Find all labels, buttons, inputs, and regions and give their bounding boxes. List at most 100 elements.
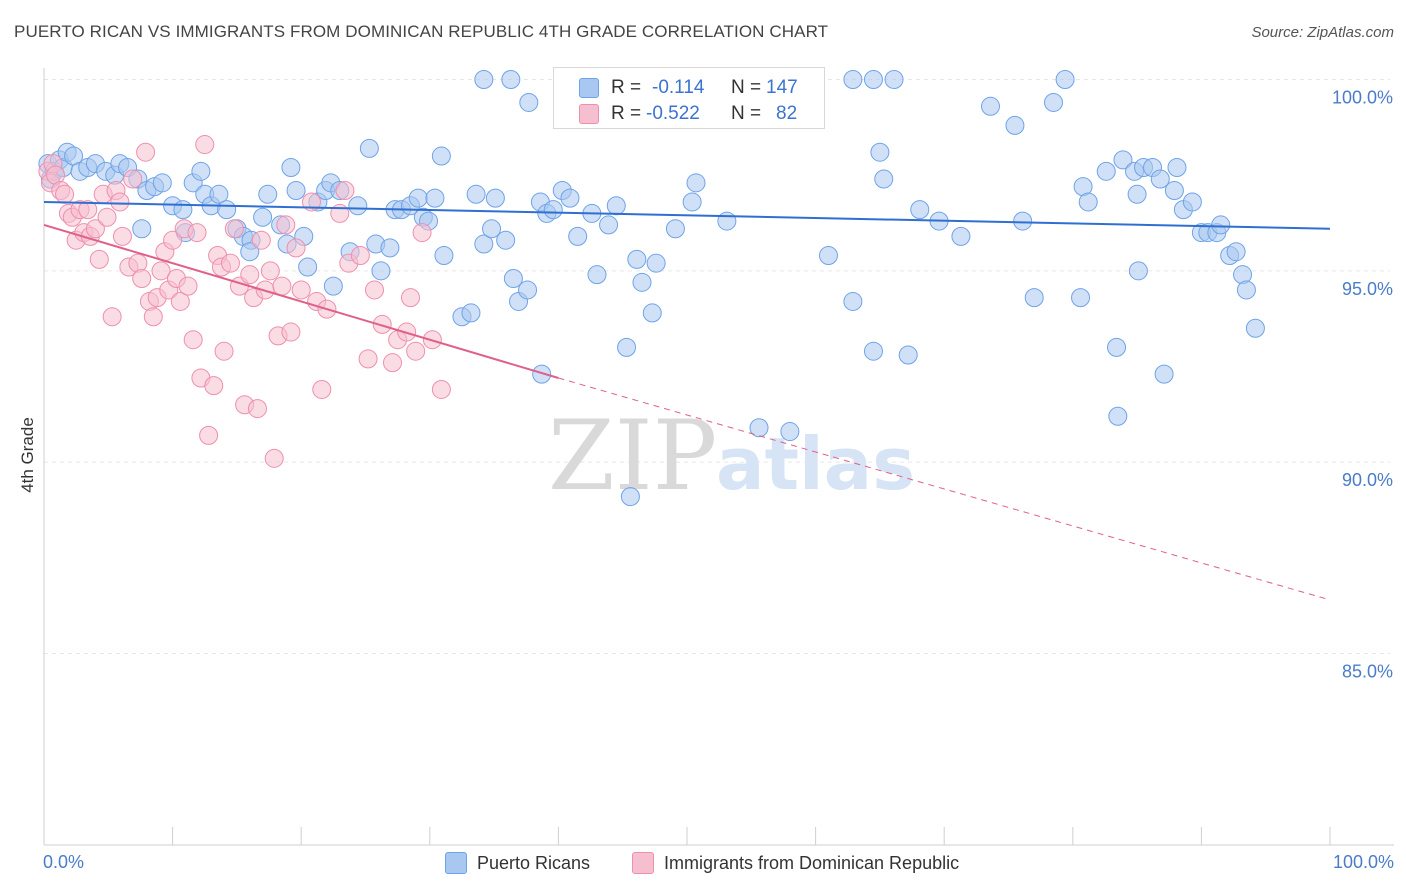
puerto-rican-point — [258, 184, 278, 204]
dominican-point — [350, 246, 370, 266]
y-tick-label: 90.0% — [1342, 470, 1393, 490]
puerto-rican-point — [371, 261, 391, 281]
dominican-point — [383, 353, 403, 373]
dominican-point — [224, 219, 244, 239]
puerto-rican-point — [298, 257, 318, 277]
dominican-point — [260, 261, 280, 281]
dominican-point — [358, 349, 378, 369]
puerto-rican-point — [599, 215, 619, 235]
dominican-point — [251, 230, 271, 250]
legend-item-dominican: Immigrants from Dominican Republic — [632, 852, 959, 874]
stats-r-value: -0.114 — [652, 77, 705, 98]
stats-row-dominican: R = -0.522 N = 82 — [554, 100, 824, 128]
puerto-rican-point — [665, 219, 685, 239]
puerto-rican-point — [646, 253, 666, 273]
puerto-rican-point — [1167, 158, 1187, 178]
dominican-point — [163, 230, 183, 250]
y-tick-label: 95.0% — [1342, 279, 1393, 299]
y-tick-label: 100.0% — [1332, 88, 1393, 108]
puerto-rican-point — [1044, 92, 1064, 112]
puerto-rican-point — [587, 265, 607, 285]
puerto-rican-point — [173, 200, 193, 220]
stats-r-value: -0.522 — [646, 103, 700, 124]
stats-n-label: N = — [731, 103, 762, 124]
puerto-rican-point — [1107, 337, 1127, 357]
puerto-rican-point — [408, 188, 428, 208]
dominican-point — [89, 249, 109, 269]
dominican-point — [335, 180, 355, 200]
pink-swatch-icon — [632, 852, 654, 874]
dominican-point — [112, 226, 132, 246]
axes — [43, 68, 1394, 846]
grid-lines — [44, 79, 1390, 654]
stats-row-puerto-ricans: R = -0.114 N = 147 — [554, 74, 824, 102]
puerto-rican-point — [474, 234, 494, 254]
dominican-point — [281, 322, 301, 342]
puerto-rican-point — [884, 70, 904, 89]
puerto-rican-point — [240, 242, 260, 262]
puerto-rican-point — [910, 200, 930, 220]
puerto-rican-point — [485, 188, 505, 208]
dominican-point — [195, 135, 215, 155]
dominican-point — [55, 184, 75, 204]
puerto-rican-point — [1024, 288, 1044, 308]
puerto-rican-point — [1182, 192, 1202, 212]
puerto-rican-point — [951, 226, 971, 246]
legend-label: Immigrants from Dominican Republic — [664, 852, 960, 873]
dominican-point — [143, 307, 163, 327]
y-tick-labels: 85.0% 90.0% 95.0% 100.0% — [1332, 88, 1393, 682]
puerto-rican-point — [1236, 280, 1256, 300]
puerto-rican-point — [843, 291, 863, 311]
puerto-rican-point — [543, 200, 563, 220]
dominican-point — [372, 314, 392, 334]
dominican-point — [240, 265, 260, 285]
dominican-trend-extension — [558, 377, 1331, 601]
stats-n-value: 147 — [766, 77, 798, 98]
puerto-rican-point — [1211, 215, 1231, 235]
dominican-point — [85, 219, 105, 239]
dominican-point — [412, 223, 432, 243]
puerto-rican-point — [359, 138, 379, 158]
chart-title: PUERTO RICAN VS IMMIGRANTS FROM DOMINICA… — [14, 22, 829, 41]
puerto-rican-point — [843, 70, 863, 89]
puerto-rican-point — [1127, 184, 1147, 204]
puerto-rican-point — [532, 364, 552, 384]
puerto-rican-point — [560, 188, 580, 208]
puerto-rican-point — [620, 487, 640, 507]
puerto-rican-point — [898, 345, 918, 365]
legend-item-puerto-ricans: Puerto Ricans — [445, 852, 590, 874]
stats-r-label: R = — [611, 77, 642, 98]
dominican-point — [276, 215, 296, 235]
puerto-rican-point — [627, 249, 647, 269]
puerto-rican-point — [286, 180, 306, 200]
puerto-rican-point — [1150, 169, 1170, 189]
dominican-point — [187, 223, 207, 243]
dominican-point — [151, 261, 171, 281]
dominican-point — [97, 207, 117, 227]
watermark: ZIP atlas — [548, 400, 915, 512]
trend-lines — [43, 200, 1331, 601]
dominican-point — [110, 192, 130, 212]
stats-r-label: R = — [611, 103, 642, 124]
puerto-rican-point — [323, 276, 343, 296]
puerto-rican-point — [863, 70, 883, 89]
series-legend: Puerto Ricans Immigrants from Dominican … — [0, 852, 1406, 878]
puerto-rican-point — [606, 196, 626, 216]
puerto-rican-point — [474, 70, 494, 89]
puerto-rican-point — [217, 200, 237, 220]
puerto-rican-point — [617, 337, 637, 357]
blue-swatch-icon — [445, 852, 467, 874]
puerto-rican-point — [253, 207, 273, 227]
puerto-rican-point — [682, 192, 702, 212]
dominican-point — [132, 268, 152, 288]
x-tick-max: 100.0% — [1332, 852, 1394, 872]
dominican-point — [102, 307, 122, 327]
puerto-rican-point — [503, 268, 523, 288]
dominican-point — [431, 379, 451, 399]
dominican-point — [365, 280, 385, 300]
puerto-rican-point — [518, 280, 538, 300]
dominican-point — [247, 399, 267, 419]
puerto-rican-point — [1164, 180, 1184, 200]
dominican-point — [214, 341, 234, 361]
